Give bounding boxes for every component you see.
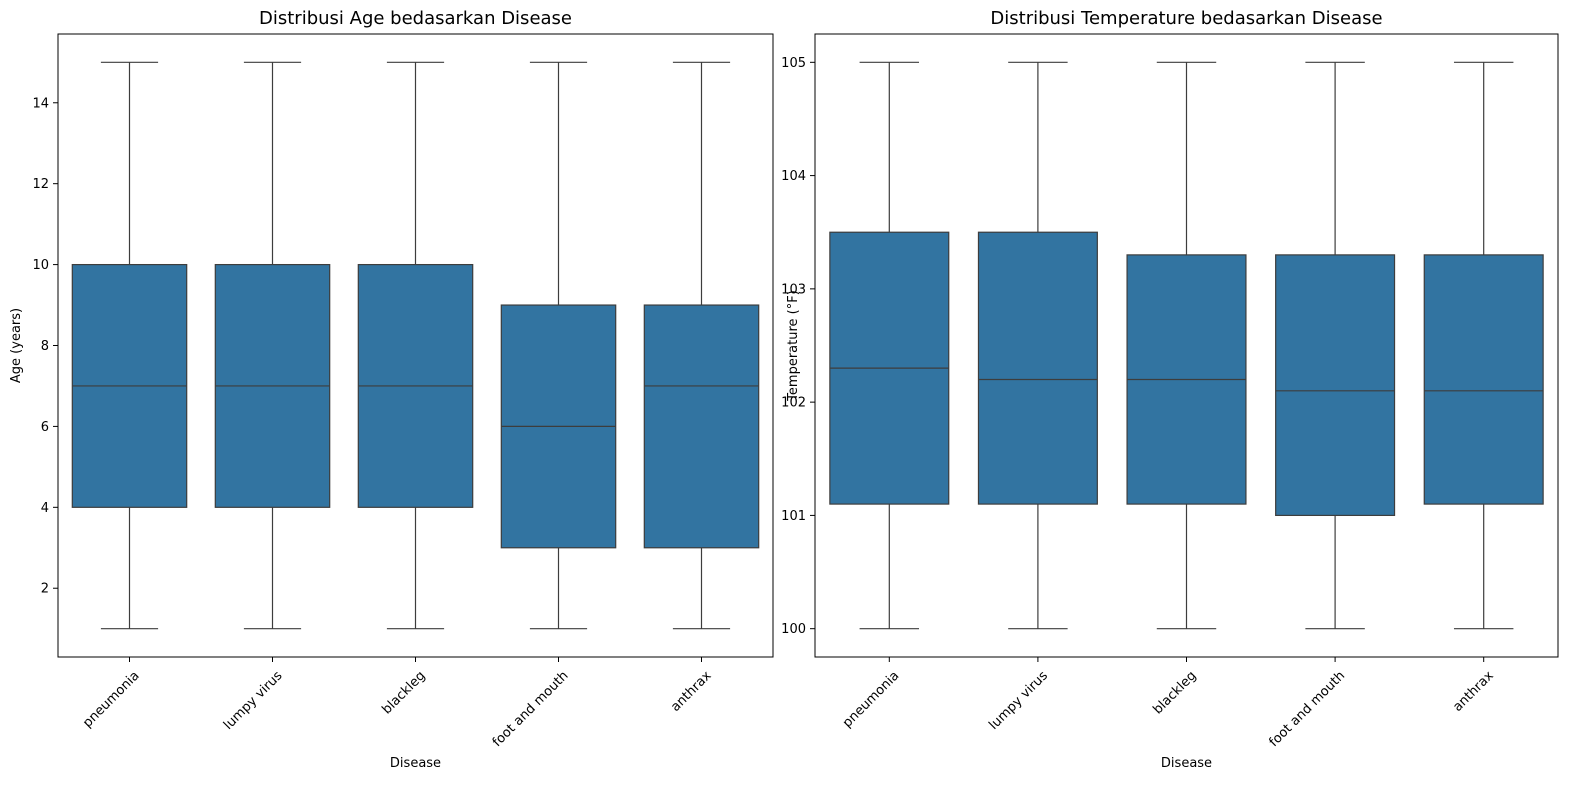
x-axis-label: Disease <box>1161 756 1212 771</box>
y-tick-label: 6 <box>41 420 49 435</box>
iqr-box <box>977 231 1098 505</box>
y-axis-label: Temperature (°F) <box>786 290 801 402</box>
y-tick-label: 103 <box>781 282 806 297</box>
chart-title: Distribusi Temperature bedasarkan Diseas… <box>990 8 1382 29</box>
category-label: blackleg <box>1150 668 1199 717</box>
iqr-box <box>643 304 760 549</box>
y-tick-label: 100 <box>781 622 806 637</box>
chart-title: Distribusi Age bedasarkan Disease <box>259 8 572 29</box>
y-tick-label: 4 <box>41 501 49 516</box>
y-axis-label: Age (years) <box>9 308 24 383</box>
y-tick-label: 14 <box>32 96 49 111</box>
iqr-box <box>1423 254 1544 505</box>
category-label: foot and mouth <box>1266 668 1348 750</box>
y-tick-label: 8 <box>41 339 49 354</box>
category-label: foot and mouth <box>490 668 572 750</box>
y-tick-label: 105 <box>781 56 806 71</box>
iqr-box <box>1275 254 1396 517</box>
y-tick-label: 10 <box>32 258 49 273</box>
category-label: lumpy virus <box>221 668 286 733</box>
y-tick-label: 101 <box>781 509 806 524</box>
category-label: pneumonia <box>840 668 902 730</box>
x-axis-label: Disease <box>390 756 441 771</box>
y-tick-label: 2 <box>41 582 49 597</box>
y-tick-label: 102 <box>781 396 806 411</box>
y-tick-label: 104 <box>781 169 806 184</box>
category-label: pneumonia <box>80 668 142 730</box>
category-label: anthrax <box>1450 668 1497 715</box>
y-tick-label: 12 <box>32 177 49 192</box>
category-label: blackleg <box>379 668 428 717</box>
category-label: lumpy virus <box>986 668 1051 733</box>
category-label: anthrax <box>668 668 715 715</box>
